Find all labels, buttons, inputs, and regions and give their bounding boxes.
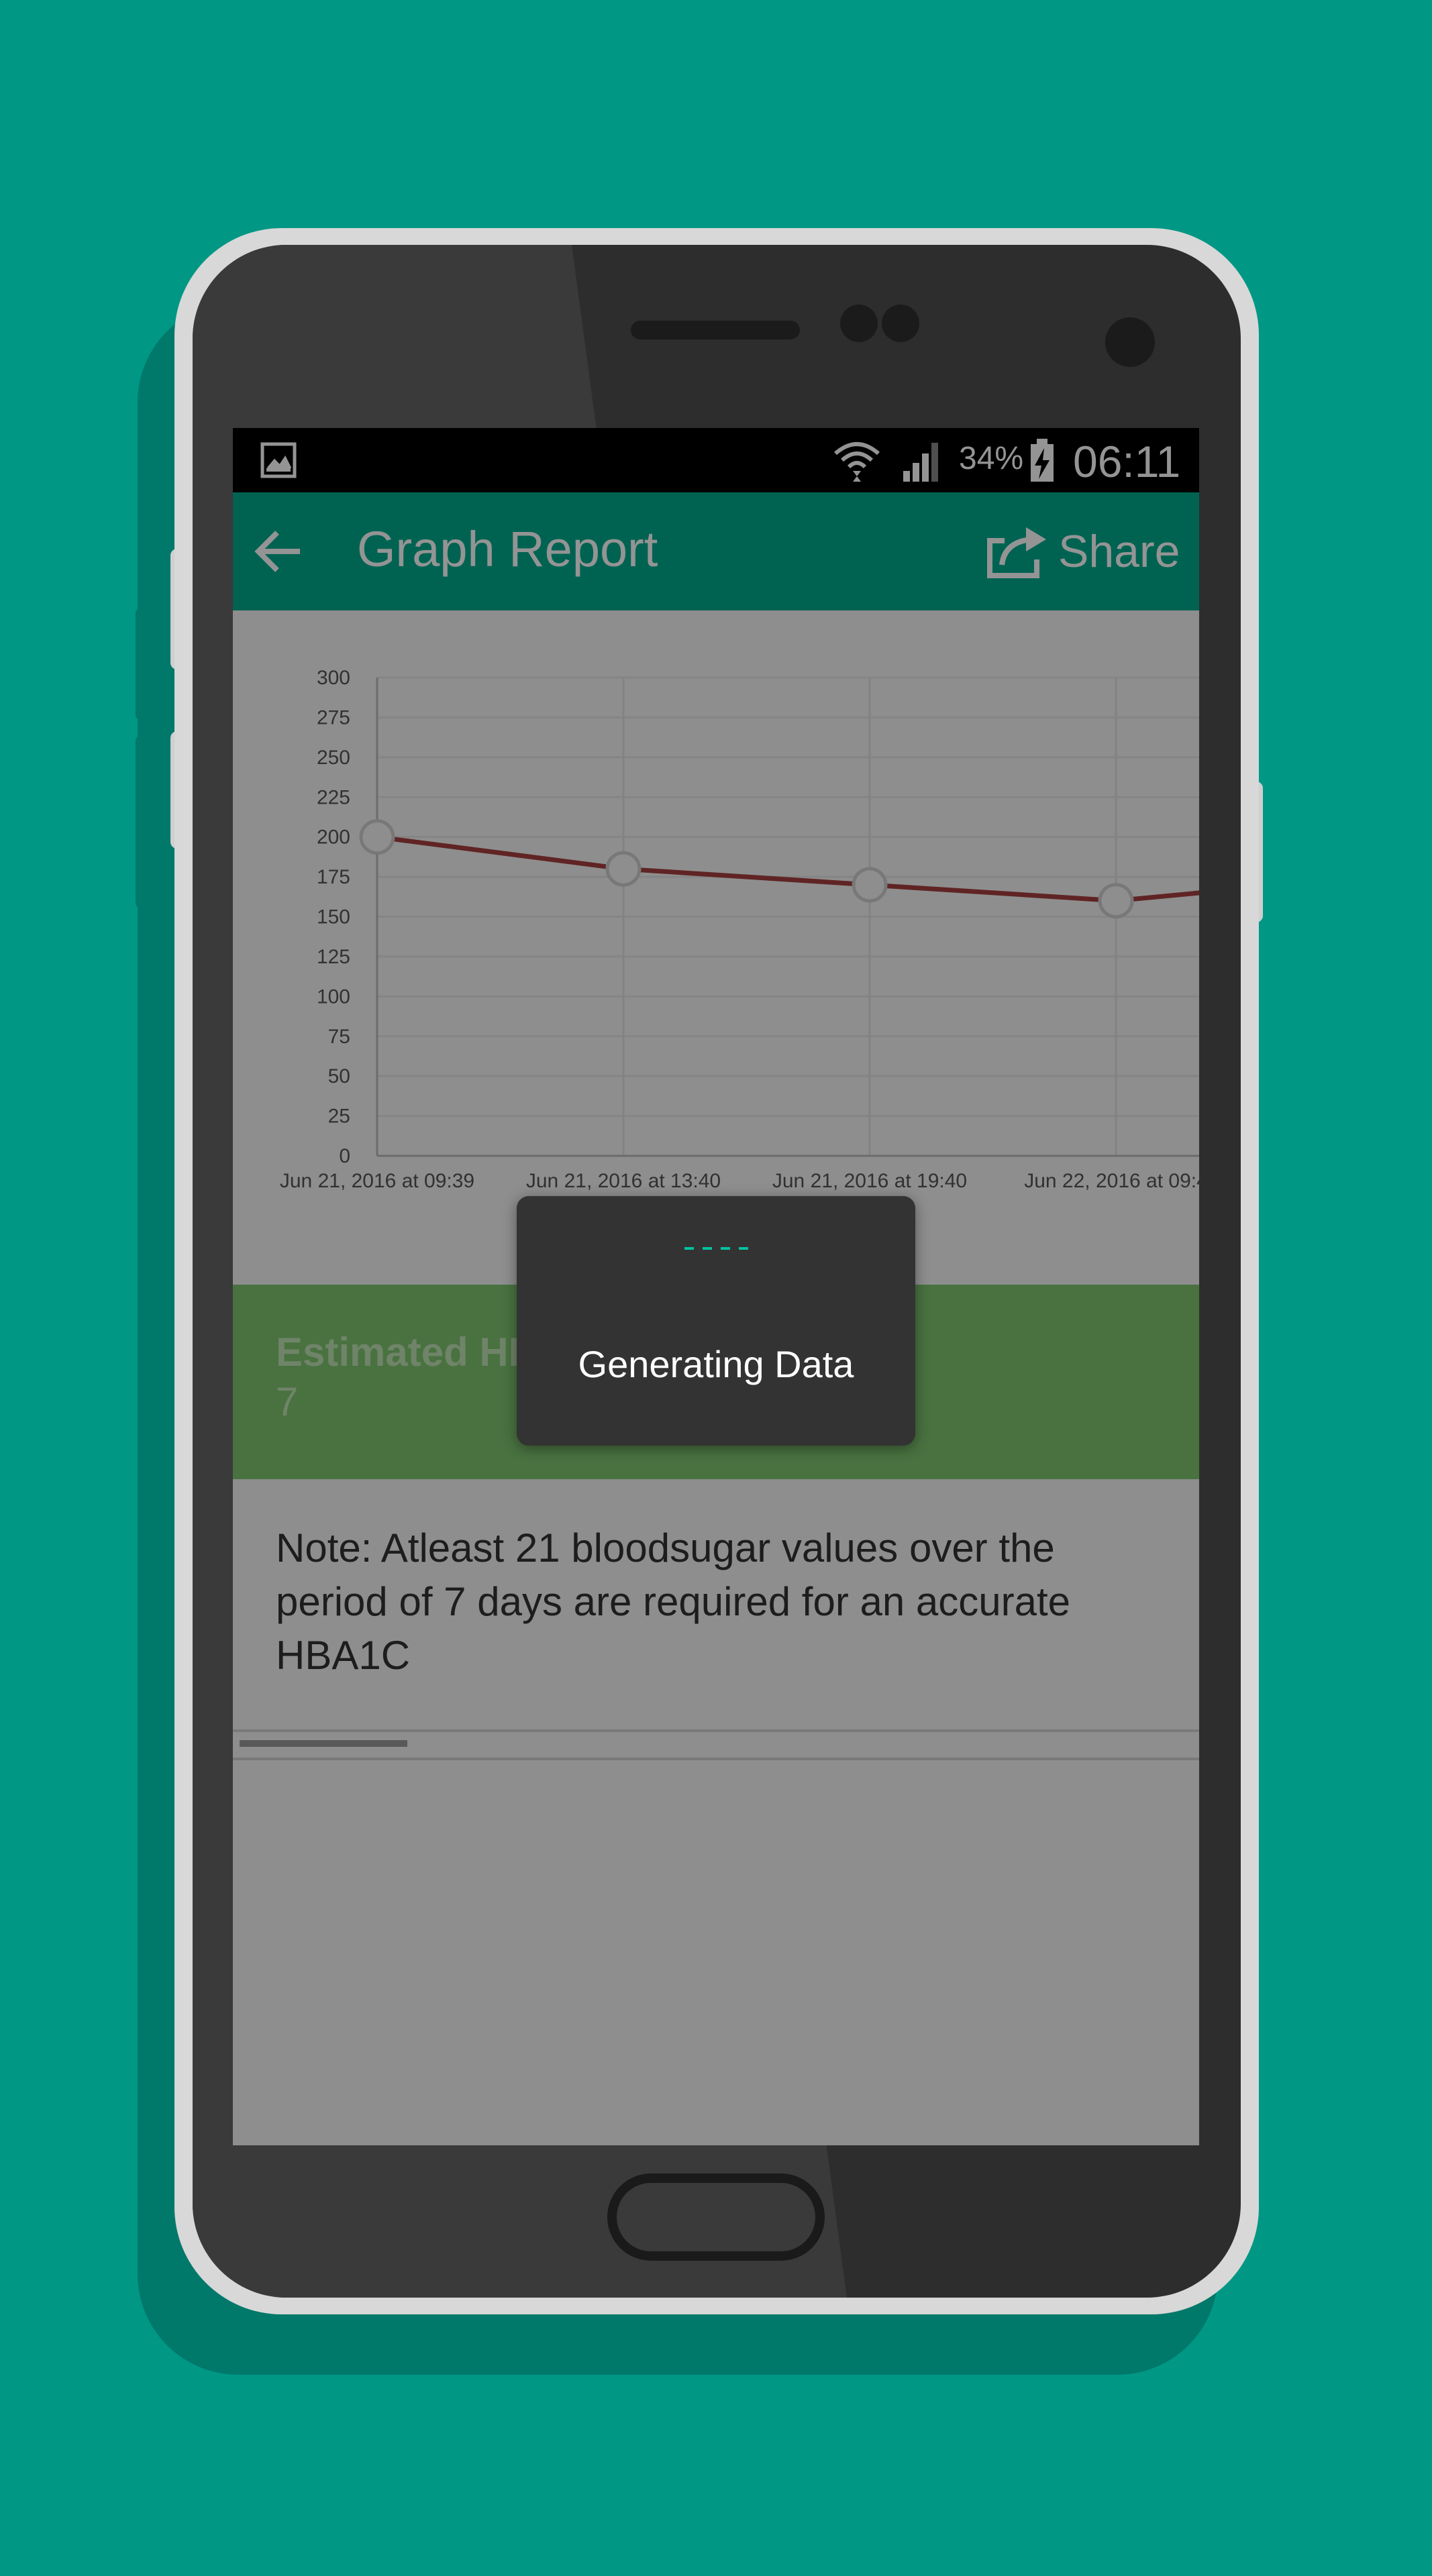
status-bar: 34% 06:11 — [233, 428, 1199, 492]
screen: 34% 06:11 Graph Report Share 0 25 50 75 100 1… — [233, 428, 1199, 2145]
share-button[interactable]: Share — [984, 519, 1180, 584]
share-label: Share — [1058, 526, 1180, 577]
back-arrow-icon[interactable] — [246, 519, 311, 584]
status-clock: 06:11 — [1073, 437, 1181, 486]
y-tick-label: 100 — [317, 985, 350, 1008]
gallery-notification-icon — [260, 442, 297, 478]
earpiece-speaker — [631, 321, 800, 339]
x-tick-label: Jun 22, 2016 at 09:4 — [1024, 1170, 1199, 1192]
y-tick-label: 25 — [328, 1106, 350, 1128]
y-tick-label: 0 — [339, 1145, 350, 1167]
y-tick-label: 50 — [328, 1065, 350, 1087]
loading-spinner-icon — [684, 1247, 748, 1250]
y-tick-label: 250 — [317, 747, 350, 769]
wifi-icon — [834, 442, 880, 482]
y-tick-label: 275 — [317, 706, 350, 729]
hba1c-value: 7 — [276, 1379, 299, 1424]
y-tick-label: 200 — [317, 826, 350, 849]
front-camera — [1105, 317, 1155, 367]
chart-svg: 0 25 50 75 100 125 150 175 200 225 250 275 300 Jun 21… — [280, 667, 1199, 1192]
glucose-chart: 0 25 50 75 100 125 150 175 200 225 250 275 300 Jun 21… — [233, 610, 1199, 1281]
battery-charging-icon — [1031, 439, 1054, 482]
proximity-sensor — [840, 305, 878, 342]
share-icon — [987, 527, 1046, 578]
home-button[interactable] — [607, 2174, 825, 2261]
side-button-shadow-left-2 — [136, 735, 152, 909]
x-tick-label: Jun 21, 2016 at 13:40 — [526, 1170, 721, 1192]
page-title: Graph Report — [357, 521, 658, 577]
side-button-shadow-left — [136, 607, 152, 721]
scroll-indicator[interactable] — [240, 1740, 407, 1747]
y-tick-label: 300 — [317, 667, 350, 689]
loading-dialog: Generating Data — [517, 1196, 915, 1446]
accuracy-note: Note: Atleast 21 bloodsugar values over … — [276, 1525, 1071, 1678]
data-point — [605, 851, 642, 887]
y-tick-label: 225 — [317, 786, 350, 808]
light-sensor — [882, 305, 919, 342]
signal-strength-icon — [903, 443, 938, 482]
x-tick-label: Jun 21, 2016 at 19:40 — [772, 1170, 967, 1192]
divider — [233, 1729, 1199, 1732]
y-tick-label: 75 — [328, 1026, 350, 1048]
y-tick-label: 150 — [317, 906, 350, 928]
data-point — [359, 819, 395, 855]
y-tick-label: 125 — [317, 946, 350, 968]
data-point — [852, 867, 888, 903]
x-tick-label: Jun 21, 2016 at 09:39 — [280, 1170, 474, 1192]
loading-message: Generating Data — [578, 1343, 854, 1385]
y-tick-label: 175 — [317, 866, 350, 888]
data-point — [1098, 883, 1134, 919]
app-bar: Graph Report Share — [233, 492, 1199, 610]
battery-percent: 34% — [959, 441, 1024, 476]
divider — [233, 1758, 1199, 1760]
